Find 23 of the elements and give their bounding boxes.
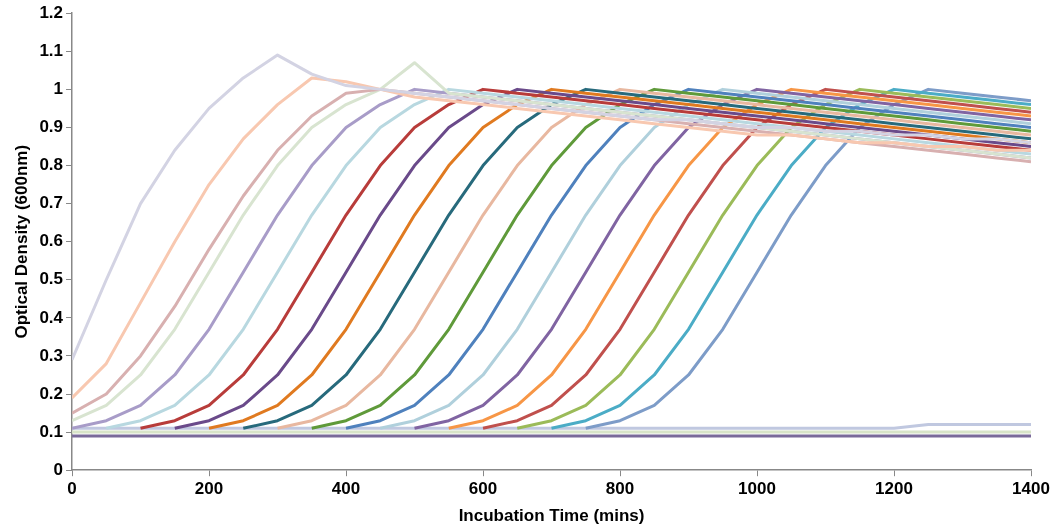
x-tick-label: 600 [468, 479, 498, 499]
x-tick-label: 1400 [1012, 479, 1050, 499]
x-tick-label: 400 [331, 479, 361, 499]
x-tick-label: 200 [194, 479, 224, 499]
y-tick-label: 0.5 [39, 269, 64, 289]
y-tick-label: 0 [53, 459, 64, 479]
y-tick-label: 1.2 [39, 2, 64, 22]
y-tick-label: 0.6 [39, 231, 64, 251]
y-tick-label: 0.8 [39, 155, 64, 175]
x-tick-label: 1200 [875, 479, 913, 499]
x-tick-label: 800 [605, 479, 635, 499]
y-tick-label: 0.1 [39, 421, 64, 441]
y-tick-label: 0.9 [39, 117, 64, 137]
y-tick-label: 0.3 [39, 345, 64, 365]
y-tick-label: 0.4 [39, 307, 64, 327]
y-tick-label: 1 [53, 79, 64, 99]
x-tick-label: 1000 [738, 479, 776, 499]
y-axis-title: Optical Density (600nm) [11, 144, 31, 339]
y-tick-label: 0.2 [39, 383, 64, 403]
x-axis-title: Incubation Time (mins) [458, 506, 645, 526]
y-tick-label: 1.1 [39, 40, 64, 60]
y-tick-label: 0.7 [39, 193, 64, 213]
x-tick-label: 0 [67, 479, 77, 499]
